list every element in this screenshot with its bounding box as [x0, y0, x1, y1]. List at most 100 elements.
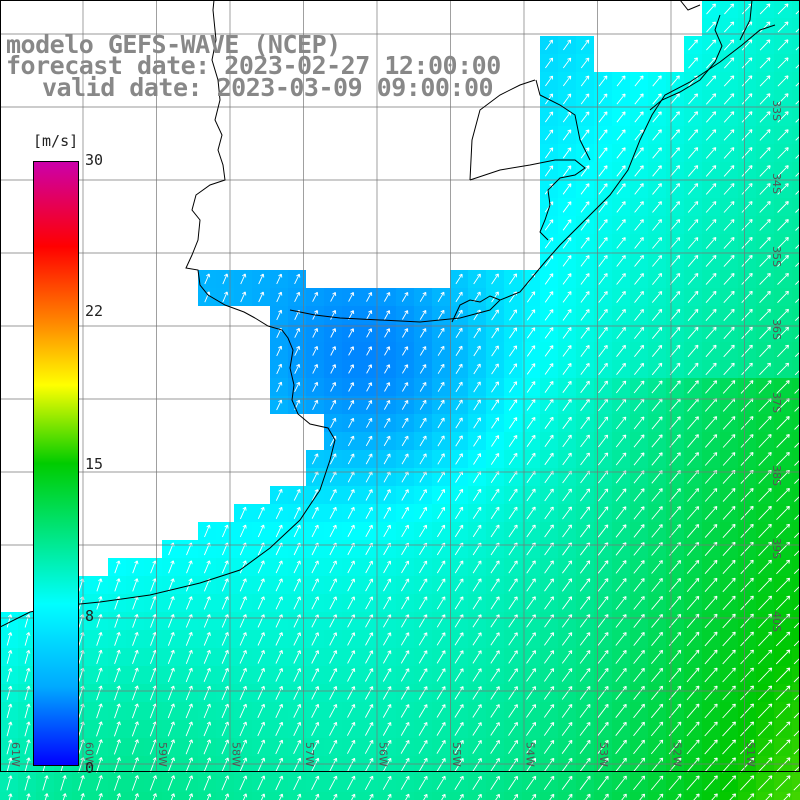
wind-arrow	[544, 237, 554, 249]
wind-arrow	[490, 488, 500, 502]
wind-arrow	[239, 560, 247, 574]
wind-arrow	[436, 686, 446, 700]
wind-arrow	[758, 416, 772, 430]
wind-arrow	[544, 309, 554, 321]
longitude-label: 59W	[156, 742, 169, 767]
wind-arrow	[580, 327, 590, 339]
wind-arrow	[221, 560, 229, 574]
wind-arrow	[704, 577, 718, 593]
wind-cell	[198, 792, 216, 800]
forecast-date: forecast date: 2023-02-27 12:00:00	[6, 51, 501, 80]
wind-arrow	[757, 667, 773, 683]
wind-arrow	[544, 380, 554, 393]
wind-arrow	[347, 524, 355, 538]
wind-arrow	[544, 506, 554, 520]
wind-arrow	[793, 711, 800, 719]
wind-arrow	[491, 417, 500, 429]
wind-arrow	[294, 345, 301, 356]
wind-arrow	[294, 291, 301, 303]
wind-arrow	[777, 236, 789, 249]
wind-arrow	[329, 632, 338, 646]
wind-arrow	[382, 739, 392, 754]
wind-arrow	[775, 721, 791, 737]
wind-arrow	[96, 721, 103, 737]
wind-arrow	[704, 721, 718, 737]
wind-arrow	[741, 201, 753, 213]
wind-arrow	[651, 326, 663, 339]
colorbar-tick-8: 8	[85, 607, 95, 625]
wind-arrow	[24, 649, 31, 664]
wind-arrow	[257, 739, 266, 755]
wind-arrow	[686, 685, 700, 701]
wind-arrow	[116, 793, 121, 800]
wind-arrow	[675, 793, 682, 800]
wind-arrow	[400, 722, 410, 736]
wind-arrow	[418, 757, 428, 772]
wind-arrow	[311, 686, 320, 700]
wind-arrow	[311, 703, 320, 718]
wind-arrow	[526, 416, 536, 429]
wind-arrow	[436, 775, 446, 790]
wind-arrow	[759, 272, 771, 285]
wind-arrow	[275, 757, 284, 773]
longitude-label: 58W	[230, 742, 243, 767]
wind-arrow	[437, 399, 445, 411]
wind-arrow	[402, 364, 409, 374]
wind-arrow	[598, 219, 608, 231]
wind-cell	[792, 450, 800, 468]
wind-arrow	[544, 327, 554, 339]
wind-cell	[522, 792, 540, 800]
wind-arrow	[490, 686, 500, 700]
wind-arrow	[400, 650, 410, 664]
wind-arrow	[686, 703, 700, 719]
wind-arrow	[759, 39, 771, 51]
wind-arrow	[669, 488, 681, 502]
wind-arrow	[562, 237, 572, 249]
wind-arrow	[794, 315, 800, 322]
wind-arrow	[544, 273, 554, 285]
wind-arrow	[24, 757, 31, 773]
wind-arrow	[580, 165, 590, 177]
wind-arrow	[347, 506, 355, 519]
wind-arrow	[795, 171, 800, 177]
wind-arrow	[544, 614, 554, 628]
wind-arrow	[150, 578, 157, 592]
wind-arrow	[759, 111, 771, 123]
wind-arrow	[418, 722, 428, 736]
wind-arrow	[562, 219, 572, 231]
wind-arrow	[221, 739, 230, 755]
wind-arrow	[168, 596, 175, 610]
wind-arrow	[633, 452, 645, 466]
wind-arrow	[723, 21, 735, 33]
wind-arrow	[741, 236, 753, 249]
wind-arrow	[765, 793, 773, 800]
wind-arrow	[419, 309, 427, 320]
wind-arrow	[705, 219, 717, 231]
wind-arrow	[347, 721, 356, 736]
wind-arrow	[384, 400, 391, 410]
wind-arrow	[134, 793, 139, 800]
wind-arrow	[758, 559, 772, 575]
wind-arrow	[777, 183, 789, 195]
wind-arrow	[704, 667, 718, 683]
wind-arrow	[114, 631, 121, 646]
wind-arrow	[96, 614, 103, 628]
wind-arrow	[402, 310, 409, 320]
wind-arrow	[526, 524, 536, 538]
wind-arrow	[275, 739, 284, 755]
wind-arrow	[794, 387, 800, 394]
wind-arrow	[616, 362, 626, 375]
wind-arrow	[113, 757, 121, 773]
wind-arrow	[651, 308, 663, 321]
wind-arrow	[775, 631, 791, 647]
longitude-label: 61W	[9, 742, 22, 767]
wind-arrow	[579, 524, 591, 538]
wind-arrow	[722, 577, 736, 593]
wind-arrow	[473, 453, 481, 465]
wind-arrow	[490, 775, 500, 790]
wind-arrow	[239, 685, 247, 700]
wind-arrow	[132, 614, 139, 628]
wind-arrow	[472, 596, 482, 610]
wind-arrow	[776, 523, 791, 539]
latitude-label: 36S	[770, 319, 783, 340]
